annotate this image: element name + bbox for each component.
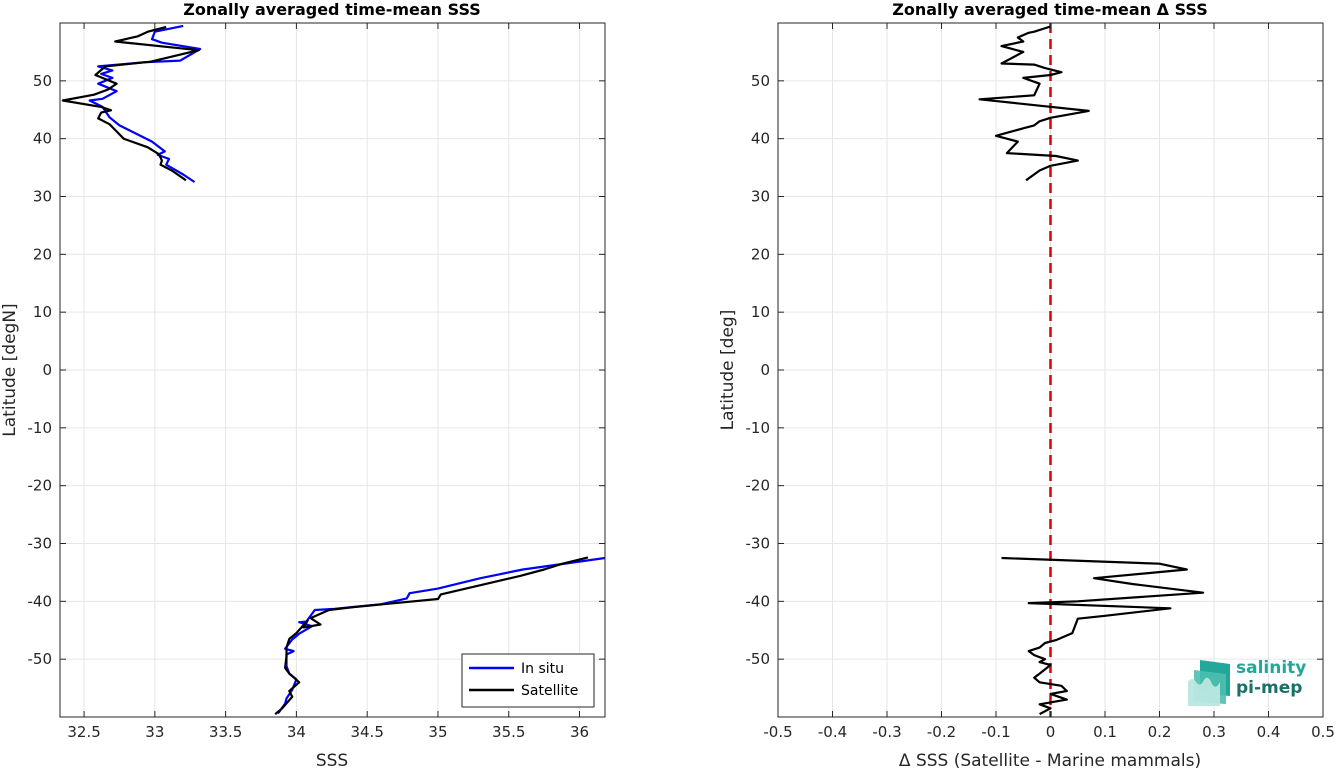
sss-series-satellite-segment-1 [274, 556, 589, 715]
legend-label-satellite: Satellite [521, 683, 578, 699]
delta-sss-y-tick-label: -40 [746, 592, 771, 610]
sss-y-tick-label: -40 [28, 592, 53, 610]
delta-sss-panel-title: Zonally averaged time-mean Δ SSS [892, 0, 1208, 19]
delta-sss-x-tick-label: 0 [1046, 723, 1056, 741]
sss-y-tick-label: -20 [28, 477, 53, 495]
delta-sss-x-tick-label: -0.5 [763, 723, 792, 741]
sss-y-tick-label: 10 [33, 303, 52, 321]
delta-sss-x-tick-label: -0.2 [927, 723, 956, 741]
delta-sss-y-tick-label: 20 [751, 245, 770, 263]
delta-sss-series-line-0-segment-0 [978, 25, 1090, 182]
delta-sss-y-tick-label: -30 [746, 535, 771, 553]
delta-sss-x-tick-label: 0.1 [1093, 723, 1117, 741]
delta-sss-y-tick-label: 40 [751, 130, 770, 148]
sss-panel-title: Zonally averaged time-mean SSS [183, 0, 481, 19]
delta-sss-panel-ylabel: Latitude [deg] [718, 310, 738, 431]
sss-x-tick-label: 36 [570, 723, 589, 741]
sss-x-tick-label: 32.5 [67, 723, 100, 741]
legend: In situ Satellite [461, 653, 595, 708]
sss-y-tick-label: -10 [28, 419, 53, 437]
delta-sss-y-tick-label: -10 [746, 419, 771, 437]
sss-x-tick-label: 34.5 [350, 723, 383, 741]
logo-text-salinity: salinity [1236, 658, 1307, 678]
legend-box [461, 653, 595, 708]
sss-x-tick-label: 34 [287, 723, 306, 741]
sss-y-tick-label: 40 [33, 130, 52, 148]
sss-panel-xlabel: SSS [316, 751, 348, 769]
logo-text-pi-mep: pi-mep [1236, 678, 1303, 698]
sss-x-tick-label: 35 [428, 723, 447, 741]
sss-x-tick-label: 33 [145, 723, 164, 741]
delta-sss-x-tick-label: 0.3 [1202, 723, 1226, 741]
sss-panel-ylabel: Latitude [degN] [0, 303, 20, 436]
delta-sss-y-tick-label: 10 [751, 303, 770, 321]
sss-panel: 32.5 33 33.5 34 34.5 35 35.5 36 50 40 30 20 10 0 -10 -2… [0, 0, 606, 769]
delta-sss-series-line-0-segment-1 [1001, 556, 1205, 716]
sss-y-tick-label: -30 [28, 535, 53, 553]
sss-series-in-situ-segment-1 [277, 556, 606, 715]
legend-label-in-situ: In situ [521, 661, 564, 677]
sss-y-tick-label: 50 [33, 72, 52, 90]
sss-y-tick-label: 20 [33, 245, 52, 263]
sss-y-tick-label: 0 [42, 361, 52, 379]
wave-logo-icon [1188, 660, 1230, 706]
delta-sss-x-tick-label: 0.4 [1257, 723, 1281, 741]
sss-y-tick-label: -50 [28, 650, 53, 668]
delta-sss-y-tick-label: 30 [751, 188, 770, 206]
delta-sss-panel-xlabel: Δ SSS (Satellite - Marine mammals) [899, 751, 1201, 769]
sss-x-tick-label: 35.5 [492, 723, 525, 741]
sss-y-tick-label: 30 [33, 188, 52, 206]
delta-sss-x-tick-label: -0.3 [872, 723, 901, 741]
sss-series-in-situ-segment-0 [88, 24, 202, 183]
sss-series-satellite-segment-0 [61, 25, 200, 182]
delta-sss-panel: -0.5 -0.4 -0.3 -0.2 -0.1 0 0.1 0.2 0.3 0.4 0.5 50 40… [718, 0, 1335, 769]
delta-sss-x-tick-label: -0.1 [981, 723, 1010, 741]
delta-sss-x-tick-label: -0.4 [818, 723, 847, 741]
sss-x-tick-label: 33.5 [209, 723, 242, 741]
delta-sss-x-tick-label: 0.5 [1311, 723, 1335, 741]
delta-sss-y-tick-label: -20 [746, 477, 771, 495]
delta-sss-y-tick-label: -50 [746, 650, 771, 668]
delta-sss-y-tick-label: 50 [751, 72, 770, 90]
delta-sss-y-tick-label: 0 [760, 361, 770, 379]
delta-sss-x-tick-label: 0.2 [1148, 723, 1172, 741]
salinity-pi-mep-logo: salinity pi-mep [1186, 656, 1316, 708]
